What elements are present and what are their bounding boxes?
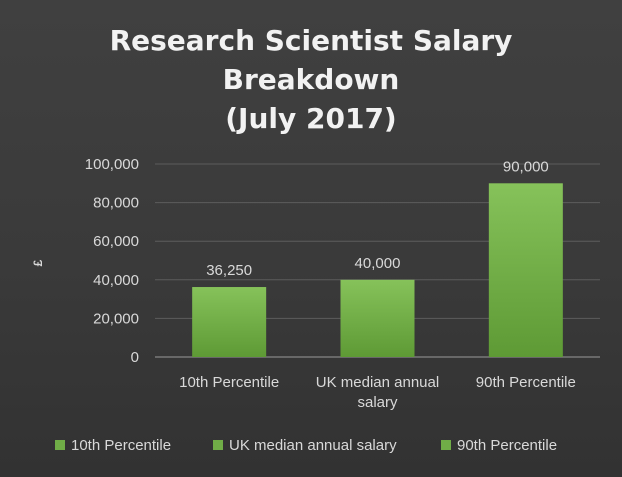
legend-swatch <box>441 440 451 450</box>
chart-title-line: Breakdown <box>223 63 400 96</box>
y-tick-label: 0 <box>131 349 139 366</box>
chart-title-line: Research Scientist Salary <box>110 24 513 57</box>
data-labels: 36,250 40,000 90,000 <box>206 158 549 279</box>
legend-label: 90th Percentile <box>457 437 557 454</box>
y-tick-label: 60,000 <box>93 233 139 250</box>
legend-swatch <box>55 440 65 450</box>
data-label: 90,000 <box>503 158 549 175</box>
y-tick-label: 40,000 <box>93 272 139 289</box>
y-tick-label: 100,000 <box>85 156 139 173</box>
chart-title-line: (July 2017) <box>225 102 396 135</box>
x-category-label: 10th Percentile <box>179 374 279 391</box>
x-category-label: salary <box>357 394 398 411</box>
y-axis-ticks: 0 20,000 40,000 60,000 80,000 100,000 <box>85 156 139 366</box>
bar <box>340 279 415 357</box>
bars <box>192 183 563 357</box>
chart-title: Research Scientist Salary Breakdown (July … <box>110 24 513 135</box>
x-category-label: 90th Percentile <box>476 374 576 391</box>
legend-label: 10th Percentile <box>71 437 171 454</box>
legend-label: UK median annual salary <box>229 437 397 454</box>
bar <box>192 287 267 357</box>
y-tick-label: 80,000 <box>93 195 139 212</box>
data-label: 40,000 <box>355 255 401 272</box>
legend-swatch <box>213 440 223 450</box>
y-tick-label: 20,000 <box>93 310 139 327</box>
legend: 10th Percentile UK median annual salary 90… <box>55 437 557 454</box>
data-label: 36,250 <box>206 262 252 279</box>
x-axis-categories: 10th Percentile UK median annual salary 90t… <box>179 374 576 411</box>
bar <box>488 183 563 357</box>
y-axis-label: £ <box>31 259 45 266</box>
x-category-label: UK median annual <box>316 374 439 391</box>
